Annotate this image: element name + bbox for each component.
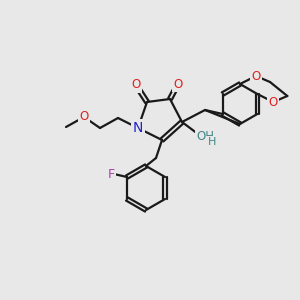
Text: O: O [173,77,183,91]
Text: O: O [80,110,88,124]
Text: O: O [251,70,261,83]
Text: H: H [208,137,216,147]
Text: F: F [107,167,115,181]
Text: OH: OH [196,130,214,142]
Text: N: N [133,121,143,135]
Text: O: O [131,79,141,92]
Text: O: O [269,95,278,109]
